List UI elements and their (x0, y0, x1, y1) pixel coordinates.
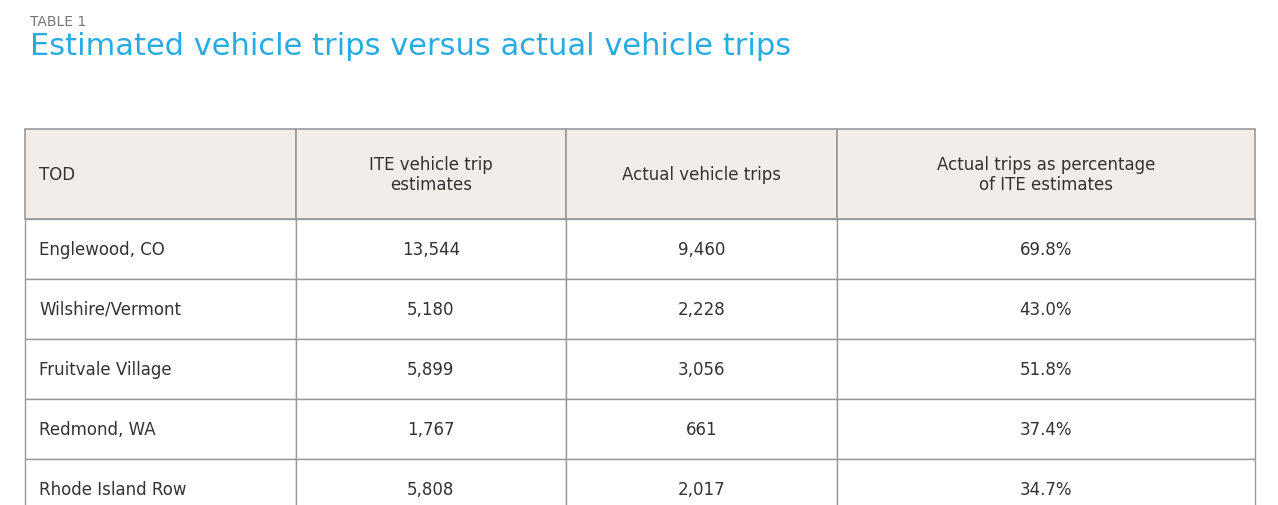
Bar (26, 279, 295, 339)
Text: 34.7%: 34.7% (1020, 480, 1072, 498)
Text: Actual trips as percentage
of ITE estimates: Actual trips as percentage of ITE estima… (937, 156, 1155, 194)
Bar (295, 130, 566, 220)
Text: 69.8%: 69.8% (1020, 240, 1072, 259)
Bar (837, 130, 1255, 220)
Bar (837, 339, 1255, 399)
Text: 5,180: 5,180 (408, 300, 455, 318)
Text: 13,544: 13,544 (401, 240, 460, 259)
Text: 5,808: 5,808 (408, 480, 455, 498)
Text: Actual vehicle trips: Actual vehicle trips (622, 166, 781, 184)
Text: Englewood, CO: Englewood, CO (40, 240, 165, 259)
Text: TABLE 1: TABLE 1 (29, 15, 86, 29)
Bar (26, 459, 295, 505)
Bar (566, 279, 837, 339)
Text: 1,767: 1,767 (408, 420, 455, 438)
Bar (566, 399, 837, 459)
Text: 43.0%: 43.0% (1020, 300, 1072, 318)
Bar (295, 399, 566, 459)
Bar (566, 339, 837, 399)
Bar (837, 459, 1255, 505)
Text: Wilshire/Vermont: Wilshire/Vermont (40, 300, 181, 318)
Text: TOD: TOD (40, 166, 75, 184)
Text: Redmond, WA: Redmond, WA (40, 420, 156, 438)
Bar (295, 279, 566, 339)
Text: 661: 661 (686, 420, 717, 438)
Text: Fruitvale Village: Fruitvale Village (40, 360, 171, 378)
Bar (26, 130, 295, 220)
Text: Rhode Island Row: Rhode Island Row (40, 480, 187, 498)
Bar (295, 339, 566, 399)
Bar (837, 220, 1255, 279)
Text: 3,056: 3,056 (677, 360, 725, 378)
Bar (566, 220, 837, 279)
Bar (26, 339, 295, 399)
Text: 5,899: 5,899 (408, 360, 455, 378)
Bar (26, 220, 295, 279)
Bar (566, 130, 837, 220)
Text: 2,017: 2,017 (677, 480, 726, 498)
Text: 37.4%: 37.4% (1020, 420, 1072, 438)
Text: 51.8%: 51.8% (1020, 360, 1072, 378)
Bar (26, 399, 295, 459)
Bar (295, 220, 566, 279)
Text: 2,228: 2,228 (677, 300, 726, 318)
Bar (295, 459, 566, 505)
Bar (566, 459, 837, 505)
Bar (837, 279, 1255, 339)
Bar (837, 399, 1255, 459)
Text: 9,460: 9,460 (677, 240, 725, 259)
Text: ITE vehicle trip
estimates: ITE vehicle trip estimates (369, 156, 493, 194)
Text: Estimated vehicle trips versus actual vehicle trips: Estimated vehicle trips versus actual ve… (29, 32, 791, 61)
